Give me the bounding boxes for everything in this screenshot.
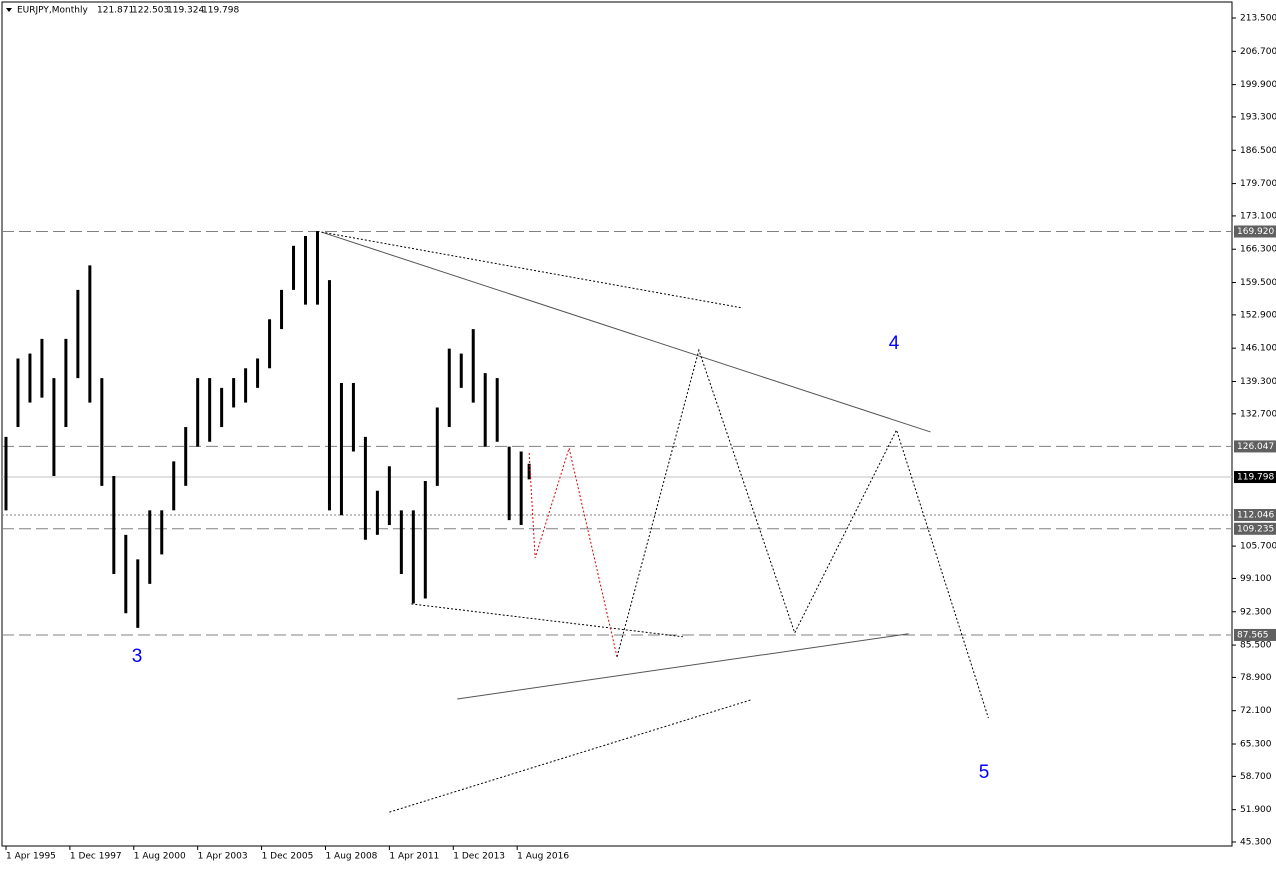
x-tick-label: 1 Apr 2011 [389,852,439,862]
y-tick-label: 58.700 [1240,772,1272,782]
ohlc-high: 122.503 [132,6,169,16]
level-label: 169.920 [1237,227,1274,237]
y-tick-label: 92.300 [1240,607,1272,617]
y-tick-label: 78.900 [1240,673,1272,683]
wave-label: 3 [132,646,143,667]
x-tick-label: 1 Apr 1995 [6,852,56,862]
level-tag [1234,471,1276,484]
y-tick-label: 213.500 [1240,14,1276,24]
y-tick-label: 179.700 [1240,179,1276,189]
y-tick-label: 173.100 [1240,211,1276,221]
x-tick-label: 1 Aug 2008 [325,852,377,862]
y-tick-label: 193.300 [1240,112,1276,122]
y-tick-label: 166.300 [1240,245,1276,255]
level-tag [1234,440,1276,453]
y-tick-label: 105.700 [1240,542,1276,552]
chart-title: EURJPY,Monthly [17,6,88,16]
menu-arrow [6,8,12,12]
y-tick-label: 132.700 [1240,409,1276,419]
y-tick-label: 186.500 [1240,146,1276,156]
y-tick-label: 159.500 [1240,278,1276,288]
level-tag [1234,509,1276,522]
trend-line [389,699,751,813]
y-tick-label: 65.300 [1240,740,1272,750]
y-tick-label: 146.100 [1240,344,1276,354]
ohlc-close: 119.798 [202,6,239,16]
y-tick-label: 45.300 [1240,838,1272,848]
y-tick-label: 99.100 [1240,574,1272,584]
level-label: 119.798 [1237,473,1274,483]
level-label: 87.565 [1237,630,1269,640]
wave-label: 5 [979,762,990,783]
y-tick-label: 199.900 [1240,80,1276,90]
level-label: 112.046 [1237,511,1274,521]
level-label: 109.235 [1237,524,1274,534]
y-tick-label: 72.100 [1240,706,1272,716]
x-tick-label: 1 Dec 2013 [453,852,505,862]
trend-line [528,446,618,657]
x-tick-label: 1 Dec 2005 [262,852,314,862]
level-tag [1234,628,1276,641]
x-tick-label: 1 Aug 2000 [134,852,186,862]
level-label: 126.047 [1237,442,1274,452]
y-tick-label: 206.700 [1240,47,1276,57]
ohlc-open: 121.871 [97,6,134,16]
wave-label: 4 [889,333,900,354]
level-tag [1234,522,1276,535]
trend-line [321,231,743,309]
level-tag [1234,225,1276,238]
x-tick-label: 1 Apr 2003 [198,852,248,862]
trend-line [457,633,909,700]
y-tick-label: 139.300 [1240,377,1276,387]
x-tick-label: 1 Dec 1997 [70,852,122,862]
trend-line [321,231,931,433]
trend-line [411,603,683,638]
x-tick-label: 1 Aug 2016 [517,852,569,862]
y-tick-label: 152.900 [1240,310,1276,320]
y-tick-label: 85.500 [1240,641,1272,651]
plot-frame [1,1,1233,847]
ohlc-low: 119.324 [167,6,204,16]
y-tick-label: 51.900 [1240,805,1272,815]
